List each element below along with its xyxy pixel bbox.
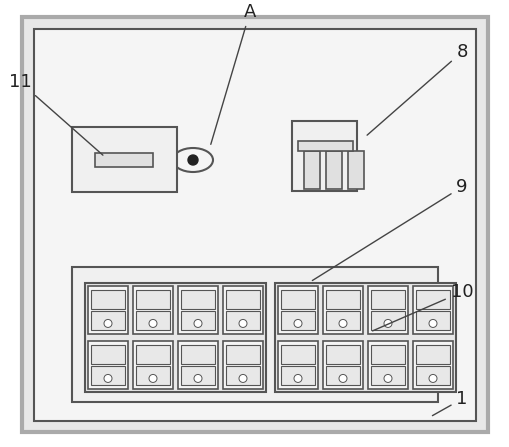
- Bar: [222, 341, 263, 389]
- Bar: [347, 151, 363, 189]
- Bar: [303, 151, 319, 189]
- Bar: [136, 311, 169, 330]
- Bar: [415, 345, 449, 364]
- Bar: [297, 141, 352, 151]
- Bar: [280, 366, 315, 385]
- Circle shape: [293, 375, 301, 383]
- Circle shape: [104, 375, 112, 383]
- Circle shape: [338, 375, 346, 383]
- Bar: [292, 121, 356, 191]
- Bar: [72, 127, 177, 192]
- Bar: [277, 286, 318, 334]
- Text: 8: 8: [366, 43, 467, 135]
- Bar: [280, 311, 315, 330]
- Bar: [370, 366, 404, 385]
- Bar: [181, 311, 215, 330]
- Bar: [225, 345, 260, 364]
- Bar: [88, 341, 128, 389]
- Bar: [178, 341, 217, 389]
- Circle shape: [149, 320, 157, 328]
- Text: 1: 1: [432, 390, 467, 416]
- Circle shape: [428, 375, 436, 383]
- Circle shape: [383, 320, 391, 328]
- Text: A: A: [210, 3, 256, 144]
- Circle shape: [428, 320, 436, 328]
- Bar: [322, 341, 362, 389]
- Bar: [325, 151, 342, 189]
- Circle shape: [383, 375, 391, 383]
- Bar: [370, 311, 404, 330]
- Bar: [370, 345, 404, 364]
- Bar: [415, 290, 449, 309]
- Text: 10: 10: [372, 283, 472, 331]
- Bar: [412, 341, 452, 389]
- Bar: [136, 366, 169, 385]
- Bar: [91, 311, 125, 330]
- Bar: [34, 29, 475, 421]
- Bar: [415, 366, 449, 385]
- Bar: [225, 290, 260, 309]
- Circle shape: [293, 320, 301, 328]
- Circle shape: [193, 375, 202, 383]
- Bar: [274, 283, 455, 392]
- Bar: [280, 345, 315, 364]
- Bar: [412, 286, 452, 334]
- Circle shape: [239, 375, 246, 383]
- Bar: [225, 366, 260, 385]
- Bar: [178, 286, 217, 334]
- Bar: [136, 345, 169, 364]
- Bar: [133, 341, 173, 389]
- Bar: [325, 366, 359, 385]
- Bar: [136, 290, 169, 309]
- Bar: [322, 286, 362, 334]
- Bar: [222, 286, 263, 334]
- Ellipse shape: [173, 148, 213, 172]
- Bar: [325, 311, 359, 330]
- Bar: [225, 311, 260, 330]
- Circle shape: [239, 320, 246, 328]
- Bar: [367, 341, 407, 389]
- Circle shape: [338, 320, 346, 328]
- Circle shape: [104, 320, 112, 328]
- Bar: [95, 153, 153, 167]
- Bar: [181, 290, 215, 309]
- Bar: [370, 290, 404, 309]
- Bar: [280, 290, 315, 309]
- Text: 9: 9: [312, 178, 467, 281]
- Circle shape: [149, 375, 157, 383]
- Bar: [91, 345, 125, 364]
- Bar: [91, 366, 125, 385]
- Bar: [85, 283, 266, 392]
- Bar: [133, 286, 173, 334]
- Bar: [277, 341, 318, 389]
- Bar: [367, 286, 407, 334]
- Circle shape: [188, 155, 197, 165]
- Bar: [72, 267, 437, 402]
- Text: 11: 11: [9, 73, 103, 155]
- Bar: [415, 311, 449, 330]
- Bar: [325, 345, 359, 364]
- Bar: [91, 290, 125, 309]
- Bar: [88, 286, 128, 334]
- Bar: [181, 345, 215, 364]
- Bar: [325, 290, 359, 309]
- Bar: [181, 366, 215, 385]
- Circle shape: [193, 320, 202, 328]
